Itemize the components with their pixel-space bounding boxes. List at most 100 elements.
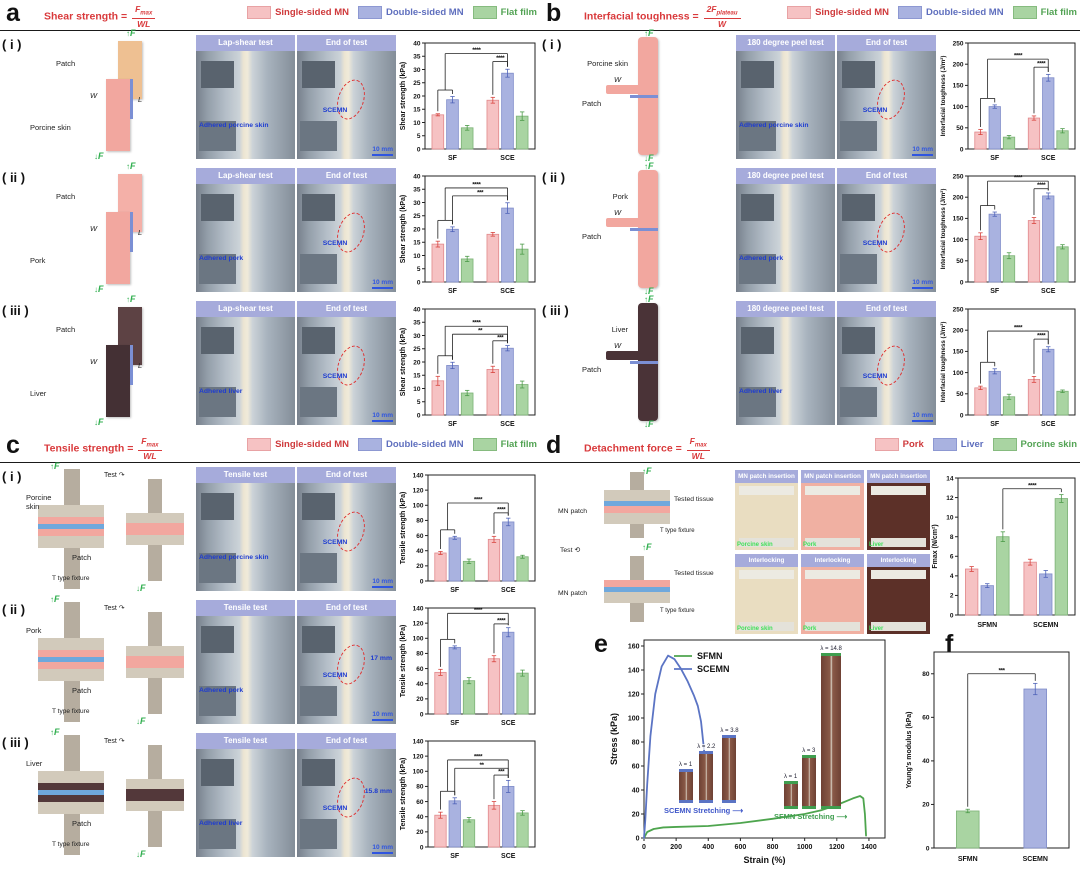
lambda-label: λ = 3.8 [719,728,740,734]
svg-text:Interfacial toughness (J/m²): Interfacial toughness (J/m²) [940,56,947,137]
panel-row: Double-sided MN [357,438,464,451]
row-numeral: ( ii ) [2,170,26,185]
svg-text:**: ** [478,328,483,335]
test-label: Test ⟲ [560,547,581,554]
svg-text:0: 0 [960,279,964,286]
svg-text:35: 35 [413,187,421,194]
sfmn-stretch-photos: λ = 1 λ = 3 λ = 14.8 [783,646,843,809]
panel-formula: Detachment force = Fmax WL [584,437,710,460]
svg-text:****: **** [472,181,481,188]
panel-letter: b [546,0,562,27]
patch-label: Patch [72,553,92,562]
panel-row: Flat film [1012,6,1077,19]
machine-photo [297,184,396,292]
panel-row: ( ii ) ↑F Test ↷ Pork Patch T type fixtu… [0,594,540,729]
panel-row: Single-sided MN [247,6,349,19]
peel-schematic: ↑F Liver W Patch ↓F [566,294,731,429]
lap-shear-schematic: ↑F Patch W L Porcine skin ↓F [26,28,191,161]
svg-text:5: 5 [417,133,421,140]
svg-text:SCEMN: SCEMN [1033,622,1058,629]
photo-title: Lap-shear test [196,35,295,51]
svg-text:10: 10 [413,253,421,260]
row-numeral: ( i ) [2,37,22,52]
force-arrow-up: ↑F [50,594,60,604]
tissue-label: Porcine skin [26,493,52,511]
svg-text:10: 10 [946,514,954,521]
svg-text:SCE: SCE [1041,155,1056,162]
photo-interlocking-pork: Interlocking Pork [801,554,864,634]
svg-text:80: 80 [416,784,424,791]
svg-text:****: **** [1037,182,1046,189]
photo-title: Tensile test [196,600,295,616]
svg-text:50: 50 [956,258,964,265]
force-arrow-down: ↓F [94,417,104,427]
svg-text:60: 60 [416,799,424,806]
svg-text:400: 400 [702,844,714,851]
width-label: W [90,91,98,100]
bar-chart: 0 50 100 150 200 250 Interfacial toughness (J/… [940,173,1076,295]
tissue-label: Pork [30,256,46,265]
panel-a-header: a Shear strength = Fmax WL Single-sided M… [0,0,540,31]
test-photo: Lap-shear test Adhered pork [196,168,295,292]
svg-text:25: 25 [413,80,421,87]
svg-text:800: 800 [767,844,779,851]
patch-label: Patch [72,686,92,695]
svg-text:SF: SF [450,720,460,727]
mn-patch-label: MN patch [558,590,588,597]
fixture-label: T type fixture [52,575,90,582]
svg-text:30: 30 [413,67,421,74]
tissue-photo [867,567,930,634]
svg-text:100: 100 [413,503,424,510]
photo-title: End of test [297,467,396,483]
tissue-layer [38,529,104,536]
tissue-label: Liver [26,759,43,768]
tissue-strip [106,79,130,151]
end-photo: End of test SCEMN 10 mm [297,35,396,159]
photo-annotation: SCEMN [862,373,888,381]
machine-photo [196,51,295,159]
photo-annotation: SCEMN [862,240,888,248]
tissue-tag: Pork [803,542,817,548]
peel-schematic: ↑F Pork W Patch ↓F [566,161,731,296]
fixture-slab [38,505,104,517]
svg-text:Tensile strength (kPa): Tensile strength (kPa) [400,625,407,698]
svg-text:4: 4 [950,573,954,580]
patch-interface [630,361,658,364]
svg-text:80: 80 [632,740,640,747]
photo-title: Lap-shear test [196,301,295,317]
scale-bar: 10 mm [372,279,393,289]
highlight-ellipse [871,76,910,123]
legend-label: Flat film [500,7,537,18]
panel-row: Porcine skin [992,438,1077,451]
panel-letter: e [594,630,608,658]
legend-swatch [357,6,382,19]
photo-title: End of test [837,168,936,184]
photo-annotation: SCEMN [862,107,888,115]
tissue-layer [38,517,104,524]
tissue-label: Tested tissue [674,496,714,503]
force-arrow-up: ↑F [644,161,654,171]
bar-chart: 0 20 40 60 80 100 120 140 Tensile strength (kPa)… [400,605,536,727]
panel-row: Single-sided MN [787,6,889,19]
svg-text:250: 250 [953,173,964,180]
sfmn-caption: SFMN Stretching [774,812,847,821]
end-photo: End of test SCEMN 17 mm 10 mm [297,600,396,724]
legend-swatch [472,438,497,451]
highlight-ellipse [331,641,370,688]
svg-text:150: 150 [953,349,964,356]
patch-label: Patch [72,819,92,828]
legend-label: Double-sided MN [385,7,464,18]
svg-text:SCE: SCE [500,288,515,295]
stress-strain-chart: 0 200 400 600 800 1000 1200 1400 0 20 40 60 80 100 120… [609,639,886,865]
scale-bar: 10 mm [372,146,393,156]
svg-text:60: 60 [632,764,640,771]
svg-text:140: 140 [413,472,424,479]
photo-title: Interlocking [867,554,930,567]
patch-label: Patch [56,192,76,201]
svg-text:****: **** [472,47,481,54]
photo-title: Tensile test [196,467,295,483]
photo-interlocking-porcine: Interlocking Porcine skin [735,554,798,634]
force-arrow-up: ↑F [126,161,136,171]
machine-photo [736,317,835,425]
svg-text:100: 100 [413,769,424,776]
